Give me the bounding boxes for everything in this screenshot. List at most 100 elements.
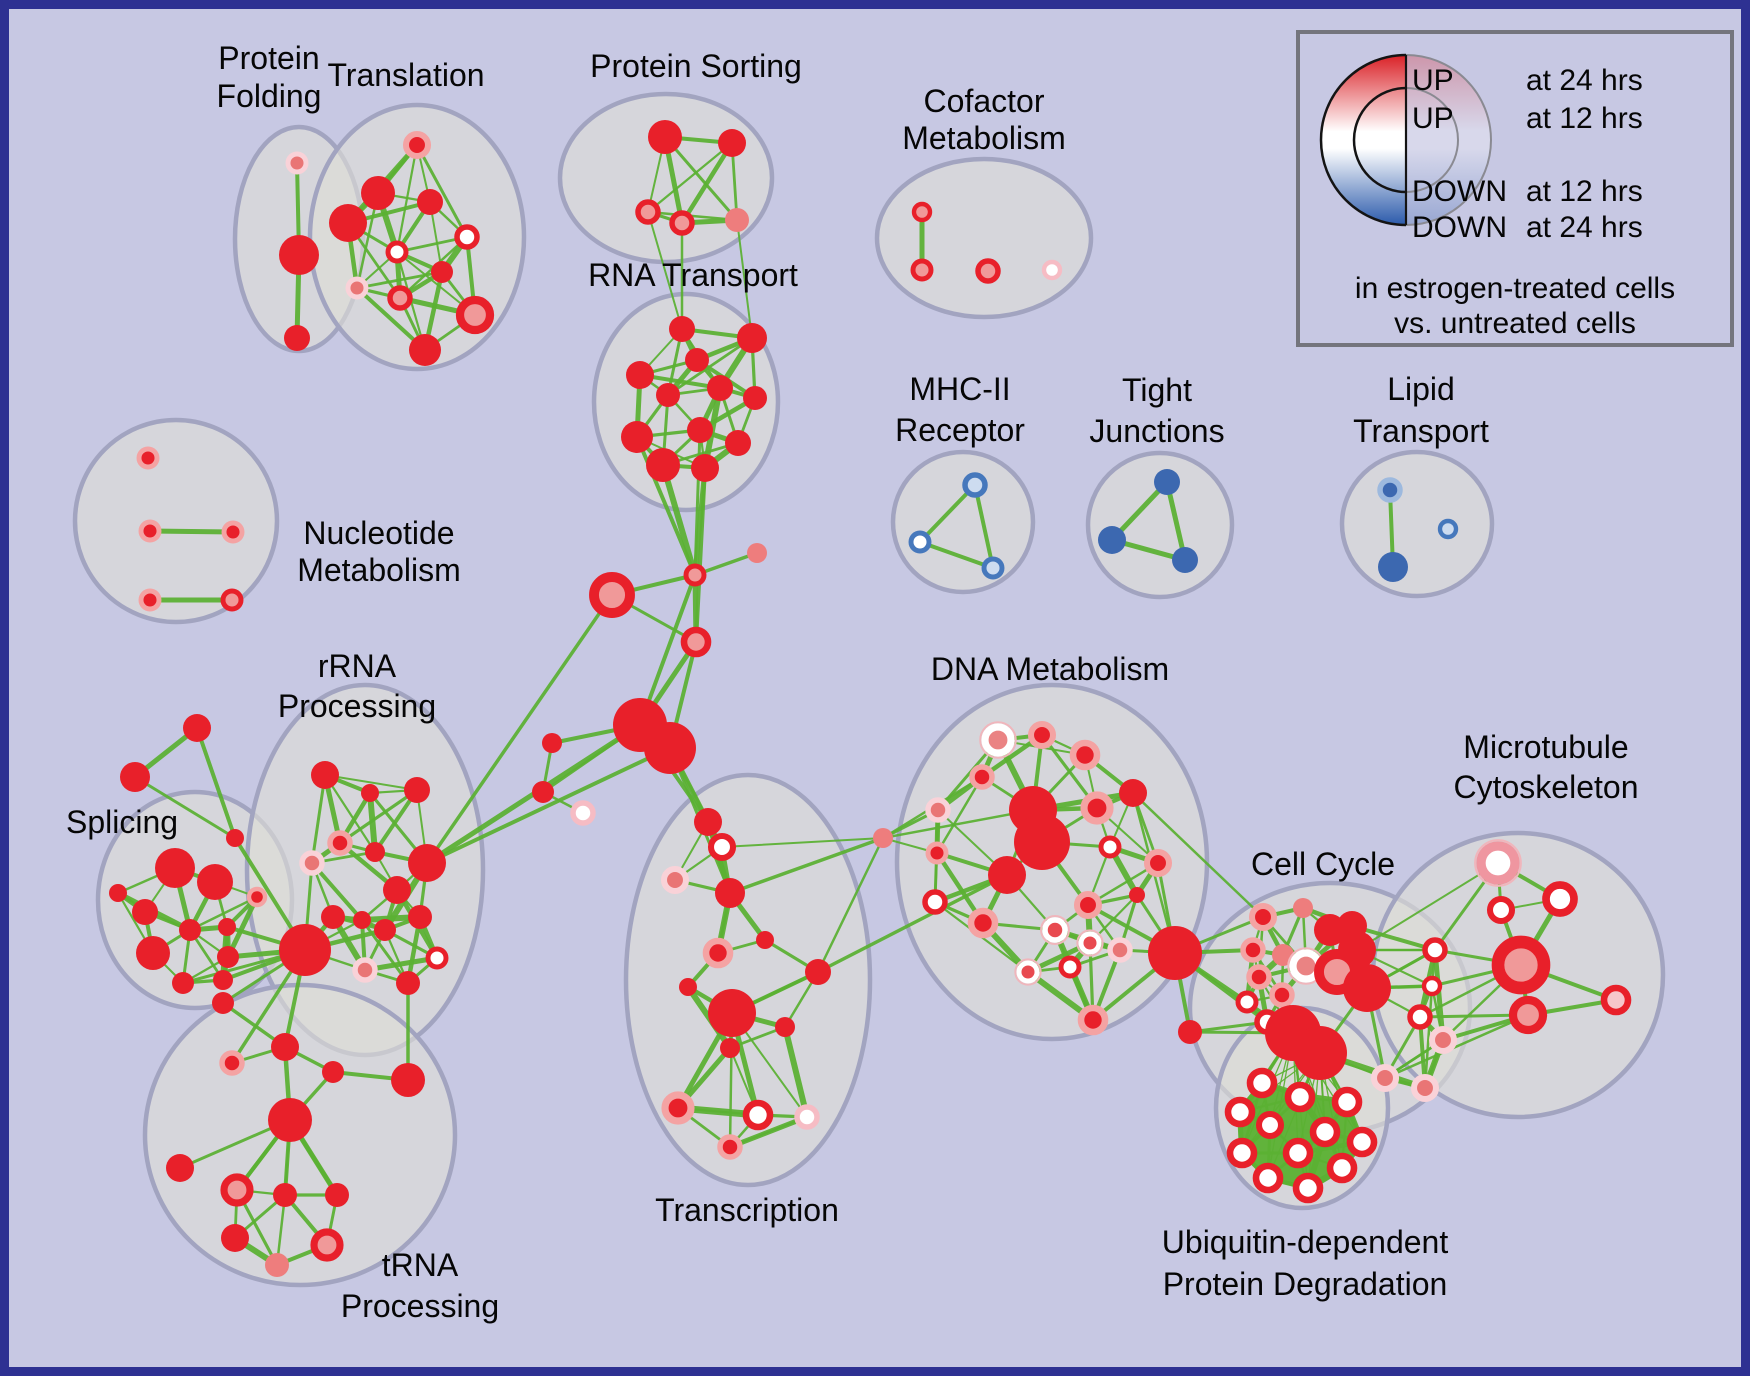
network-node <box>385 240 409 264</box>
network-node <box>1107 937 1133 963</box>
network-edge <box>338 788 419 845</box>
network-node <box>1178 1020 1202 1044</box>
network-node <box>361 784 379 802</box>
network-node <box>387 285 413 311</box>
network-edge <box>1356 862 1499 951</box>
network-node <box>794 1104 820 1130</box>
network-node <box>1600 984 1632 1016</box>
network-nodes <box>109 120 1632 1277</box>
node-outline <box>1076 929 1104 957</box>
cluster-ellipse-protein-sorting <box>557 91 775 265</box>
node-outline <box>979 721 1017 759</box>
network-node <box>404 777 430 803</box>
network-node <box>365 842 385 862</box>
cluster-label-cell-cycle: Cell Cycle <box>1251 846 1395 882</box>
network-edge <box>816 836 885 974</box>
network-node <box>925 797 951 823</box>
network-node <box>1542 881 1578 917</box>
network-node <box>1042 917 1068 943</box>
cluster-label-mhc2-receptor: Receptor <box>895 412 1025 448</box>
network-edge <box>935 775 984 855</box>
network-node <box>1377 477 1403 503</box>
legend-row-direction: DOWN <box>1412 211 1507 244</box>
network-node <box>197 864 233 900</box>
legend-row-direction: DOWN <box>1412 175 1507 208</box>
network-node <box>687 417 713 443</box>
network-node <box>219 1050 245 1076</box>
network-node <box>321 905 345 929</box>
cluster-label-microtubule-cytoskeleton: Microtubule <box>1463 729 1628 765</box>
network-node <box>1282 1137 1314 1169</box>
network-node <box>325 1183 349 1207</box>
network-node <box>138 519 162 543</box>
network-edge <box>660 462 698 578</box>
network-edge <box>721 837 884 848</box>
network-node <box>454 224 480 250</box>
cluster-label-dna-metabolism: DNA Metabolism <box>931 651 1169 687</box>
node-outline <box>1040 915 1070 945</box>
network-node <box>1284 1081 1316 1113</box>
network-edge <box>415 143 469 239</box>
network-node <box>417 189 443 215</box>
cluster-ellipses <box>72 91 1666 1288</box>
network-node <box>1346 1126 1378 1158</box>
legend-caption: in estrogen-treated cells <box>1355 272 1675 305</box>
network-node <box>626 361 654 389</box>
network-edge <box>310 773 327 865</box>
network-edge <box>425 593 614 865</box>
network-node <box>396 971 420 995</box>
network-node <box>1422 937 1448 963</box>
network-node <box>329 204 367 242</box>
network-node <box>988 856 1026 894</box>
network-node <box>910 258 934 282</box>
network-node <box>1486 895 1516 925</box>
network-node <box>299 850 325 876</box>
network-edge <box>647 211 683 330</box>
network-edge <box>188 895 259 932</box>
network-node <box>408 905 432 929</box>
network-node <box>217 946 239 968</box>
network-node <box>246 886 268 908</box>
legend-row-time: at 12 hrs <box>1526 102 1643 135</box>
cluster-label-trna-processing: Processing <box>341 1288 499 1324</box>
network-node <box>685 348 709 372</box>
network-node <box>271 1033 299 1061</box>
network-node <box>644 722 696 774</box>
network-edge <box>782 1024 810 1120</box>
cluster-ellipse-cofactor-metabolism <box>874 156 1094 320</box>
cluster-label-lipid-transport: Lipid <box>1387 371 1455 407</box>
network-node <box>155 848 195 888</box>
network-node <box>694 808 722 836</box>
network-node <box>221 1224 249 1252</box>
network-node <box>1014 814 1070 870</box>
legend-glyph <box>1405 54 1492 226</box>
network-node <box>1148 926 1202 980</box>
network-node <box>683 563 707 587</box>
network-edge <box>881 808 1035 840</box>
network-node <box>268 1098 312 1142</box>
cluster-label-protein-sorting: Protein Sorting <box>590 48 802 84</box>
network-node <box>1224 1096 1256 1128</box>
cluster-label-nucleotide-metabolism: Nucleotide <box>303 515 454 551</box>
network-node <box>1309 1116 1341 1148</box>
network-node <box>311 761 339 789</box>
network-node <box>669 316 695 342</box>
network-node <box>285 151 309 175</box>
network-edge <box>816 873 1009 974</box>
legend-glyph <box>1352 86 1407 194</box>
network-node <box>327 830 353 856</box>
legend-row-time: at 24 hrs <box>1526 211 1643 244</box>
network-edge <box>1383 1013 1530 1080</box>
network-node <box>1248 902 1278 932</box>
network-node <box>737 323 767 353</box>
network-edge <box>225 894 260 960</box>
network-node <box>172 972 194 994</box>
cluster-label-trna-processing: tRNA <box>382 1247 459 1283</box>
cluster-label-lipid-transport: Transport <box>1353 413 1489 449</box>
legend-glyph <box>1405 87 1459 193</box>
cluster-label-tight-junctions: Tight <box>1122 372 1192 408</box>
network-node <box>1476 841 1520 885</box>
cluster-label-ubiquitin-degradation: Ubiquitin-dependent <box>1162 1224 1449 1260</box>
cluster-label-protein-folding: Folding <box>217 78 322 114</box>
